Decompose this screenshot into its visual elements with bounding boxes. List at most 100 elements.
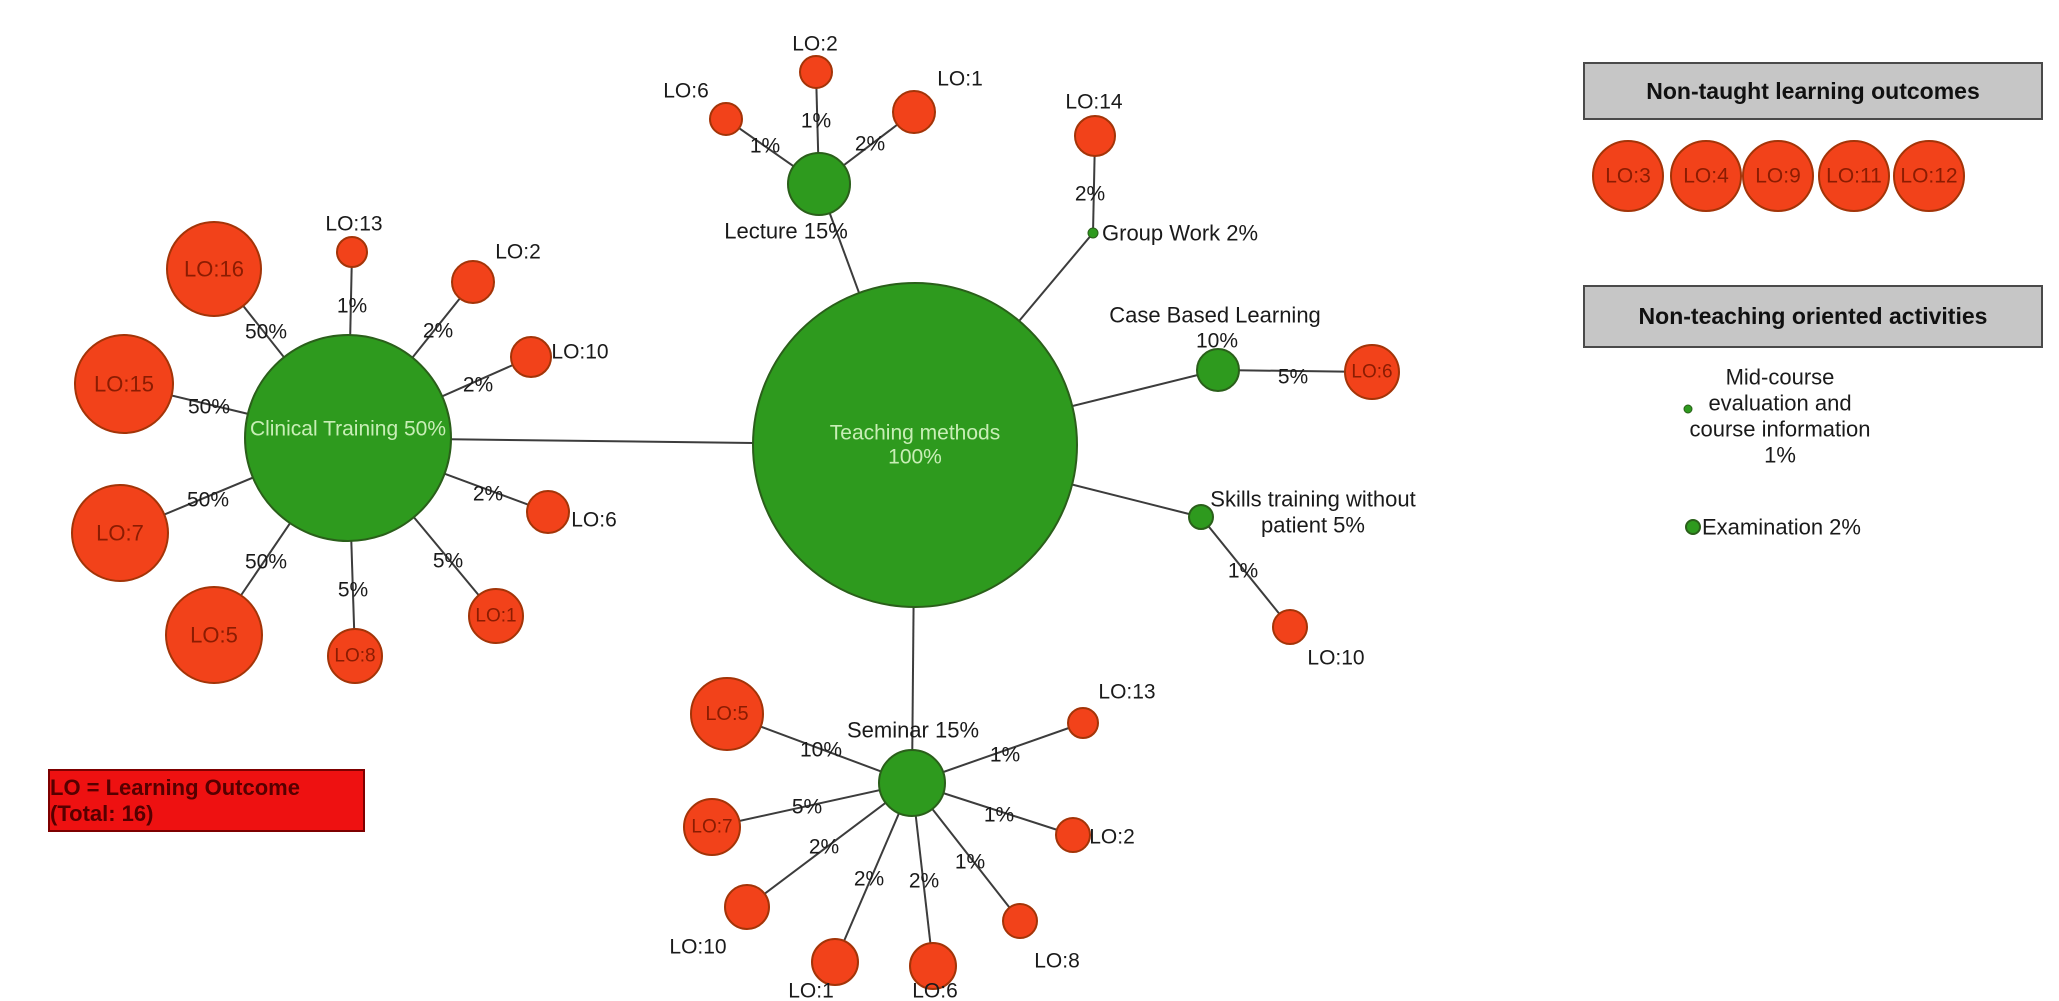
node-lecture bbox=[787, 152, 851, 216]
node-lec-lo2 bbox=[799, 55, 833, 89]
node-ct-lo2 bbox=[451, 260, 495, 304]
diagram-label-23: Group Work 2% bbox=[1102, 221, 1258, 246]
node-label-teaching-methods: Teaching methods bbox=[830, 422, 1000, 445]
node-ct-lo10 bbox=[510, 336, 552, 378]
diagram-label-18: 1% bbox=[801, 110, 831, 133]
node-label-nt-lo12: LO:12 bbox=[1900, 165, 1957, 188]
diagram-label-7: 50% bbox=[188, 396, 230, 419]
diagram-label-45: LO:13 bbox=[1098, 681, 1155, 704]
diagram-label-15: LO:2 bbox=[792, 33, 838, 56]
node-seminar bbox=[878, 749, 946, 817]
diagram-label-9: 50% bbox=[187, 489, 229, 512]
node-case-based-learning bbox=[1196, 348, 1240, 392]
diagram-label-22: 2% bbox=[1075, 183, 1105, 206]
diagram-label-4: 50% bbox=[245, 321, 287, 344]
diagram-label-21: LO:14 bbox=[1065, 91, 1123, 114]
diagram-label-26: 5% bbox=[1278, 366, 1308, 389]
diagram-label-24: Case Based Learning bbox=[1109, 303, 1321, 328]
diagram-label-29: 1% bbox=[1228, 560, 1258, 583]
node-sem-lo7 bbox=[683, 798, 741, 856]
diagram-label-11: 50% bbox=[245, 551, 287, 574]
node-cbl-lo6 bbox=[1344, 344, 1400, 400]
node-ct-lo15 bbox=[74, 334, 174, 434]
edge-skills-training--sk-lo10 bbox=[1200, 516, 1291, 628]
node-nt-lo11 bbox=[1818, 140, 1890, 212]
diagram-label-5: 1% bbox=[337, 295, 367, 318]
diagram-label-33: 5% bbox=[792, 796, 822, 819]
diagram-label-2: LO:10 bbox=[551, 341, 608, 364]
node-label-nt-lo9: LO:9 bbox=[1755, 165, 1801, 188]
node-sem-lo5 bbox=[690, 677, 764, 751]
diagram-label-17: 1% bbox=[750, 135, 780, 158]
node-ct-lo1 bbox=[468, 588, 524, 644]
non-teaching-activities-header: Non-teaching oriented activities bbox=[1583, 285, 2043, 348]
node-nt-lo4 bbox=[1670, 140, 1742, 212]
diagram-label-0: LO:13 bbox=[325, 213, 382, 236]
node-clinical-training bbox=[244, 334, 452, 542]
node-gw-lo14 bbox=[1074, 115, 1116, 157]
node-label-cbl-lo6: LO:6 bbox=[1351, 362, 1392, 383]
node-teaching-methods bbox=[752, 282, 1078, 608]
node-label-teaching-methods: 100% bbox=[888, 446, 942, 469]
node-nt-lo3 bbox=[1592, 140, 1664, 212]
diagram-label-47: evaluation and bbox=[1708, 391, 1851, 416]
node-ct-lo5 bbox=[165, 586, 263, 684]
diagram-label-34: 2% bbox=[809, 836, 839, 859]
node-lec-lo1 bbox=[892, 90, 936, 134]
edge-seminar--sem-lo7 bbox=[711, 782, 913, 828]
node-sem-lo6 bbox=[909, 942, 957, 990]
node-ct-lo13 bbox=[336, 236, 368, 268]
non-taught-outcomes-header: Non-taught learning outcomes bbox=[1583, 62, 2043, 120]
lo-legend-box: LO = Learning Outcome (Total: 16) bbox=[48, 769, 365, 832]
node-sem-lo8 bbox=[1002, 903, 1038, 939]
diagram-label-28: patient 5% bbox=[1261, 513, 1365, 538]
node-label-sem-lo5: LO:5 bbox=[705, 703, 748, 725]
node-label-nt-lo4: LO:4 bbox=[1683, 165, 1729, 188]
diagram-label-40: LO:10 bbox=[669, 936, 726, 959]
diagram-label-20: Lecture 15% bbox=[724, 219, 848, 244]
edge-seminar--sem-lo10 bbox=[746, 782, 913, 908]
diagram-label-6: 2% bbox=[423, 320, 453, 343]
diagram-label-38: 1% bbox=[984, 804, 1014, 827]
node-label-ct-lo8: LO:8 bbox=[334, 646, 375, 667]
node-label-sem-lo7: LO:7 bbox=[691, 817, 732, 838]
diagram-label-16: LO:1 bbox=[937, 68, 983, 91]
diagram-label-48: course information bbox=[1690, 417, 1871, 442]
diagram-label-43: LO:8 bbox=[1034, 950, 1080, 973]
node-skills-training bbox=[1188, 504, 1214, 530]
diagram-label-10: 2% bbox=[473, 483, 503, 506]
diagram-label-27: Skills training without bbox=[1210, 487, 1415, 512]
node-sem-lo10 bbox=[724, 884, 770, 930]
node-label-ct-lo1: LO:1 bbox=[475, 606, 516, 627]
node-label-ct-lo5: LO:5 bbox=[190, 623, 238, 648]
node-ct-lo8 bbox=[327, 628, 383, 684]
diagram-label-39: 1% bbox=[990, 744, 1020, 767]
node-nt-lo12 bbox=[1893, 140, 1965, 212]
node-label-ct-lo15: LO:15 bbox=[94, 372, 154, 397]
diagram-label-13: 5% bbox=[433, 550, 463, 573]
node-sk-lo10 bbox=[1272, 609, 1308, 645]
diagram-label-31: Seminar 15% bbox=[847, 718, 979, 743]
diagram-label-44: LO:2 bbox=[1089, 826, 1135, 849]
node-ct-lo7 bbox=[71, 484, 169, 582]
diagram-label-41: LO:1 bbox=[788, 980, 834, 1001]
diagram-label-14: LO:6 bbox=[663, 80, 709, 103]
node-act-exam bbox=[1685, 519, 1701, 535]
diagram-label-46: Mid-course bbox=[1726, 365, 1835, 390]
diagram-label-32: 10% bbox=[800, 739, 842, 762]
node-label-nt-lo3: LO:3 bbox=[1605, 165, 1651, 188]
node-sem-lo2 bbox=[1055, 817, 1091, 853]
diagram-label-25: 10% bbox=[1196, 330, 1238, 353]
node-label-clinical-training: Clinical Training 50% bbox=[250, 418, 446, 441]
diagram-label-12: 5% bbox=[338, 579, 368, 602]
diagram-label-50: Examination 2% bbox=[1702, 515, 1861, 540]
diagram-label-8: 2% bbox=[463, 374, 493, 397]
diagram-label-1: LO:2 bbox=[495, 241, 541, 264]
diagram-label-36: 2% bbox=[909, 870, 939, 893]
node-group-work bbox=[1087, 227, 1099, 239]
node-ct-lo16 bbox=[166, 221, 262, 317]
diagram-label-42: LO:6 bbox=[912, 980, 958, 1001]
node-label-ct-lo16: LO:16 bbox=[184, 257, 244, 282]
